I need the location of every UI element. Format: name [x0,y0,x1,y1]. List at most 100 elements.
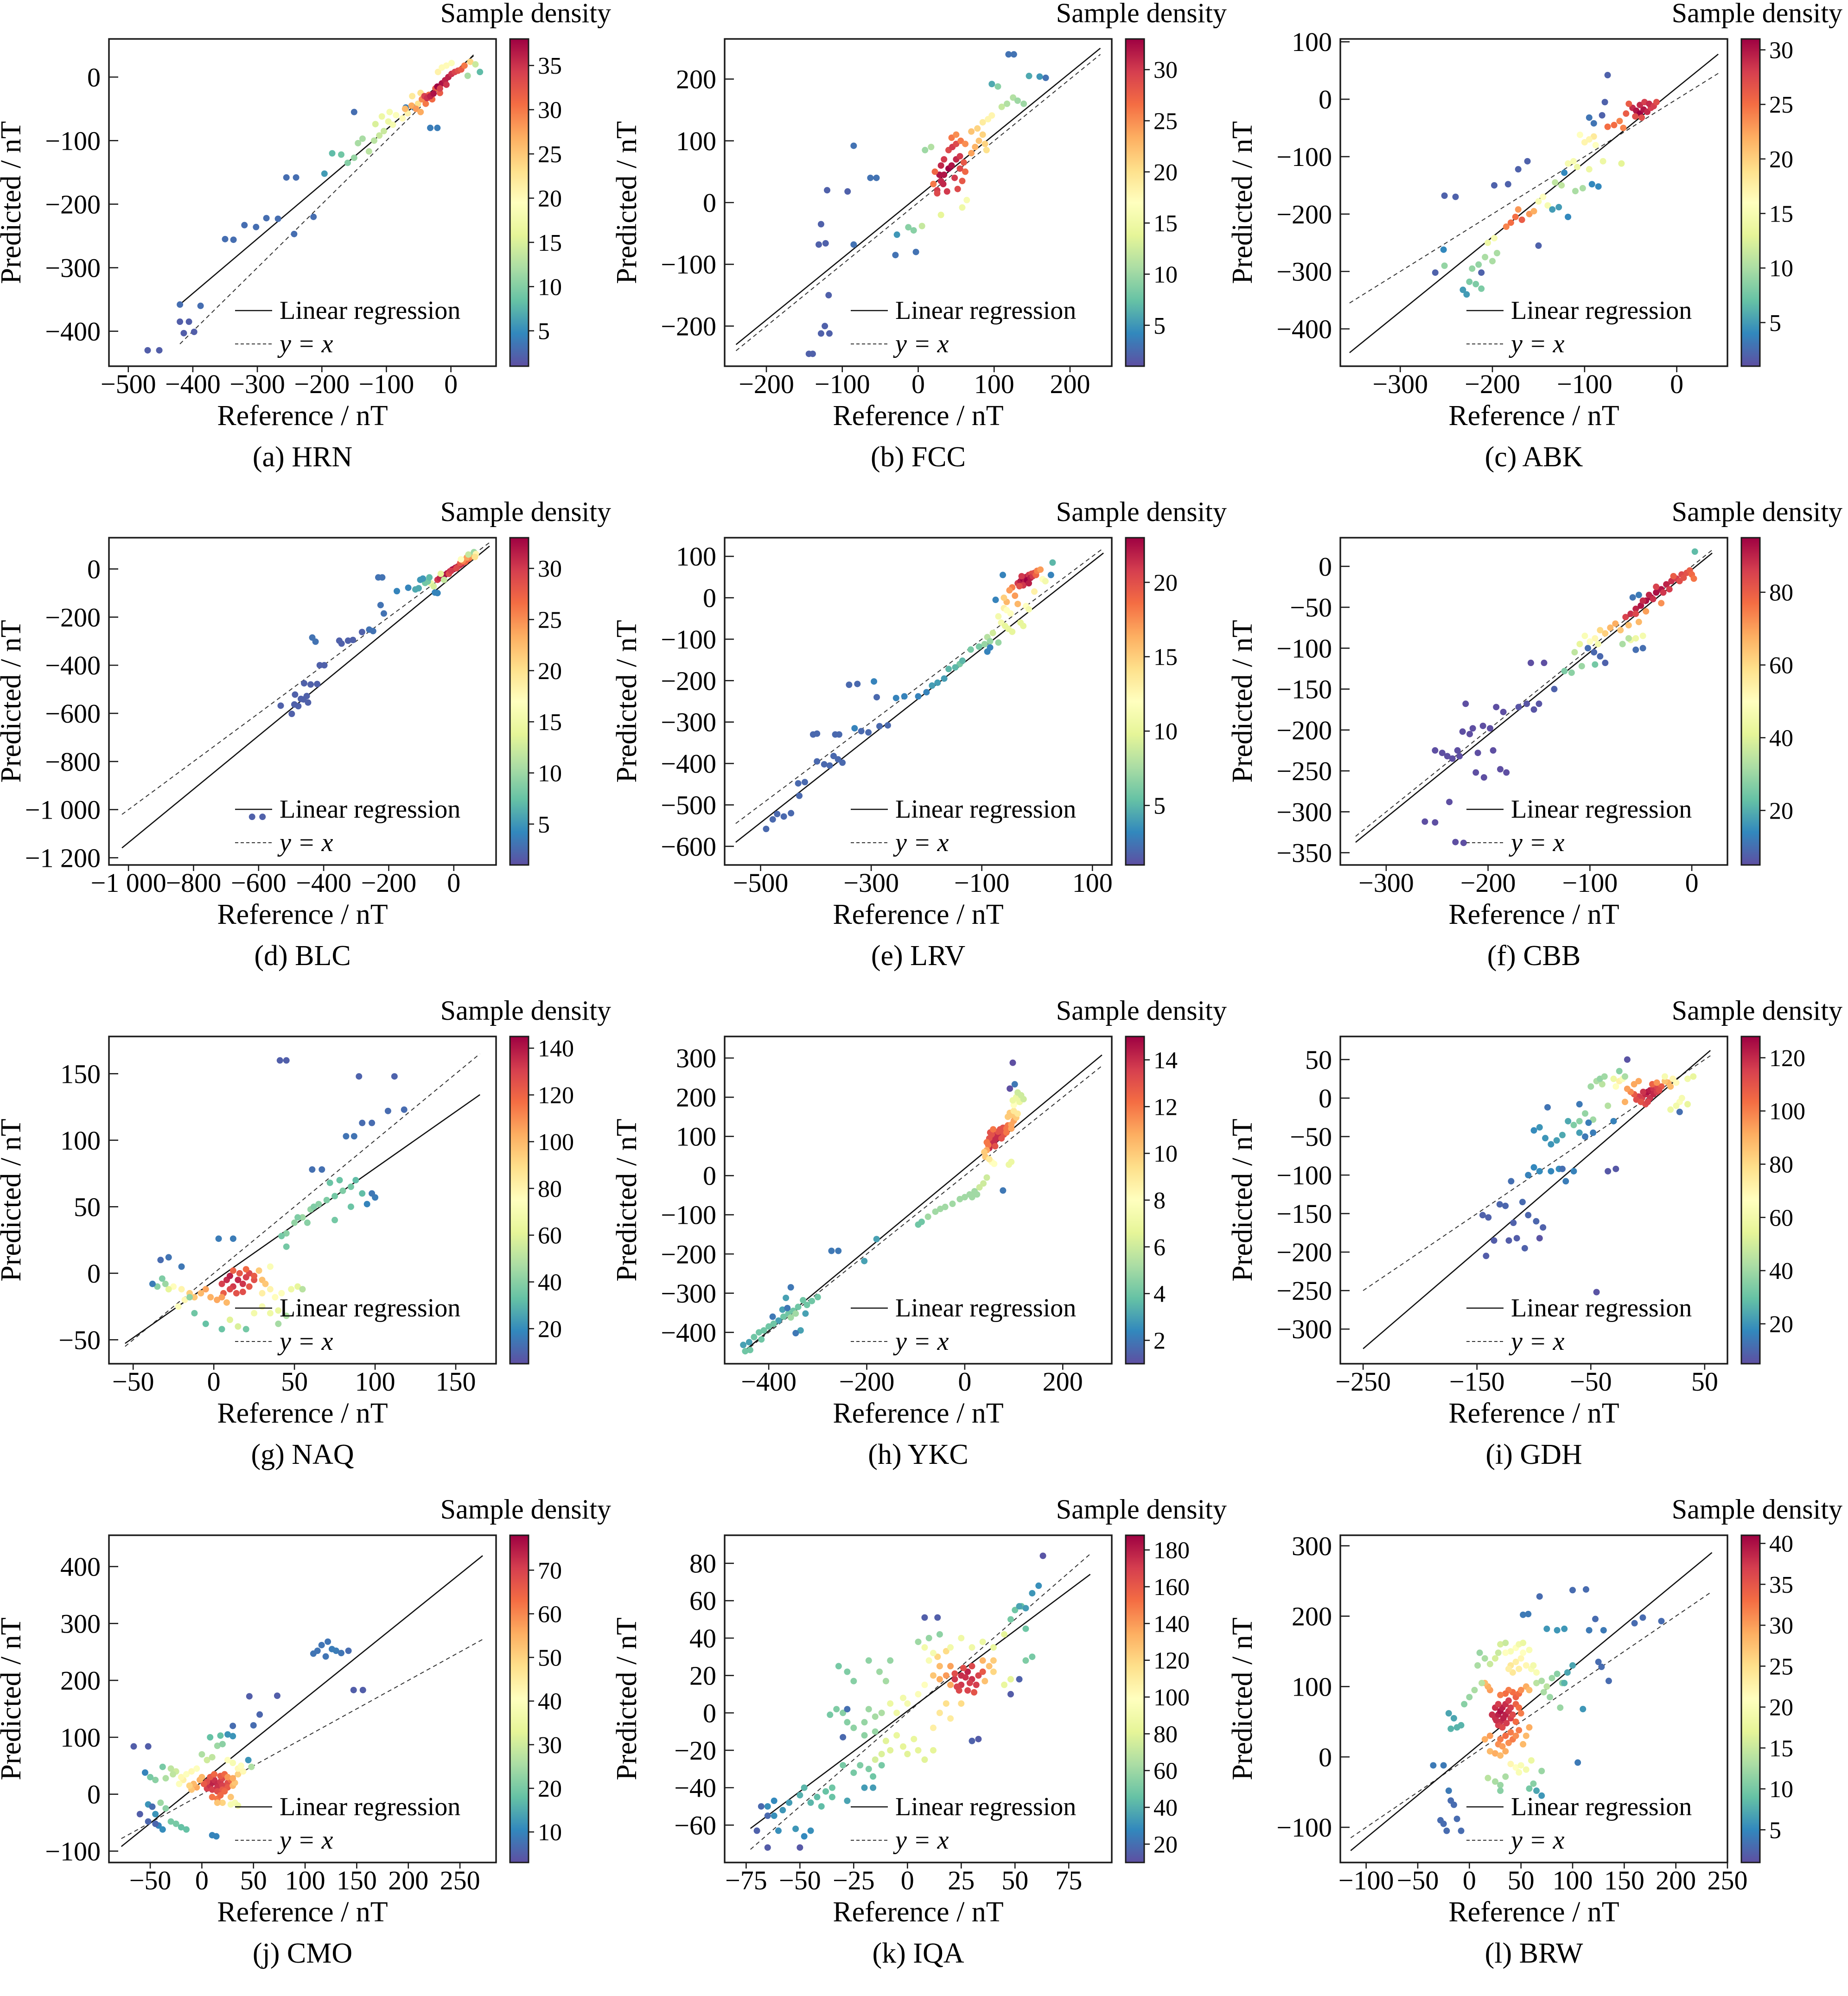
y-tick-label: −100 [1276,1812,1332,1843]
scatter-point [248,1763,255,1770]
scatter-point [962,168,969,175]
scatter-point [844,1706,851,1713]
scatter-point [229,1723,236,1729]
scatter-point [1590,1116,1597,1123]
scatter-point [343,1133,350,1140]
scatter-point [239,1289,246,1296]
scatter-point [1459,286,1466,293]
scatter-point [345,1647,352,1654]
scatter-point [1574,164,1580,171]
scatter-point [1629,594,1636,601]
scatter-point [162,1280,169,1287]
colorbar [1125,1036,1145,1365]
scatter-point [1006,587,1013,594]
scatter-point [209,1754,216,1761]
scatter-point [1600,1627,1607,1634]
colorbar-tick-label: 80 [1153,1721,1178,1748]
scatter-point [292,691,299,698]
scatter-point [846,681,853,688]
scatter-point [294,1283,301,1290]
colorbar-tick-label: 160 [1153,1574,1190,1601]
y-tick-label: 80 [689,1549,716,1579]
colorbar-tick-label: 14 [1153,1047,1178,1074]
scatter-point [1009,628,1016,635]
y-tick-label: −200 [1276,715,1332,745]
scatter-point [1599,1081,1606,1087]
scatter-point [299,1286,306,1293]
scatter-point [1533,1218,1540,1225]
scatter-point [1553,1137,1560,1144]
scatter-point [1610,1118,1617,1125]
scatter-point [200,1780,207,1787]
scatter-point [1565,160,1572,167]
data-layer [121,1555,483,1847]
y-tick-label: −20 [674,1735,716,1766]
scatter-point [821,761,828,768]
scatter-point [1638,602,1644,609]
scatter-point [1595,1659,1602,1665]
scatter-point [959,204,966,211]
y-tick-label: 100 [60,1125,101,1156]
subplot-l-brw: −100 −50 0 50 100 150 200 2503002001000−100Line… [1231,1496,1842,1969]
y-axis-label: Predicted / nT [616,1119,643,1281]
scatter-point [987,638,994,645]
x-tick-label: 100 [1072,868,1113,898]
x-tick-label: −400 [741,1367,797,1397]
scatter-point [865,1706,872,1713]
subplot-caption: (g) NAQ [251,1439,354,1470]
legend-identity-label: y = x [277,1826,333,1855]
scatter-point [253,223,260,230]
scatter-point [857,1762,864,1769]
scatter-point [1610,1075,1617,1082]
scatter-point [350,154,357,161]
scatter-point [1561,1625,1568,1632]
scatter-point [1623,110,1630,117]
scatter-point [1558,182,1565,189]
scatter-point [818,1803,825,1810]
scatter-point [1604,123,1611,130]
colorbar-tick-label: 15 [1153,644,1178,671]
scatter-point [1592,661,1599,668]
scatter-point [918,1218,925,1225]
x-tick-label: 100 [1553,1865,1593,1895]
scatter-point [995,613,1002,620]
colorbar-tick-label: 40 [1153,1795,1178,1821]
x-tick-label: −75 [725,1865,767,1895]
scatter-point [1536,1593,1543,1600]
x-tick-label: −100 [1338,1865,1394,1895]
scatter-point [1540,193,1547,200]
scatter-point [1526,1646,1533,1653]
scatter-point [992,1143,999,1150]
subplot-cell-c: −300 −200 −100 0 100 0 −100 −200 −300 −400 Linear … [1231,0,1847,499]
scatter-point [380,127,387,134]
legend-identity-label: y = x [277,1327,333,1356]
scatter-point [1495,1701,1502,1708]
scatter-point [828,1784,835,1791]
y-tick-label: −400 [661,1317,716,1348]
scatter-point [1544,1104,1551,1111]
y-tick-label: −100 [1276,1160,1332,1190]
scatter-point [472,553,478,560]
scatter-point [1676,1108,1683,1115]
scatter-point [963,197,970,203]
subplot-cell-j: −50 0 50 100 150 200 250 400 300 200 100 0 −100 Linea… [0,1496,616,1995]
scatter-point [816,241,822,248]
scatter-point [948,162,955,169]
x-tick-label: −200 [294,369,350,399]
scatter-point [1012,1607,1019,1614]
x-tick-label: −50 [779,1865,821,1895]
scatter-point [755,1329,762,1336]
scatter-point [941,675,948,682]
scatter-point [912,248,919,255]
scatter-point [1475,261,1482,268]
scatter-point [1670,572,1677,579]
scatter-point [1530,706,1537,713]
scatter-point [1644,1099,1651,1106]
scatter-point [316,662,323,669]
x-tick-label: −200 [839,1367,895,1397]
x-axis-label: Reference / nT [833,899,1003,930]
scatter-point [1503,1720,1510,1727]
scatter-point [814,730,821,737]
scatter-point [1602,630,1609,637]
y-tick-label: −250 [1276,756,1332,786]
